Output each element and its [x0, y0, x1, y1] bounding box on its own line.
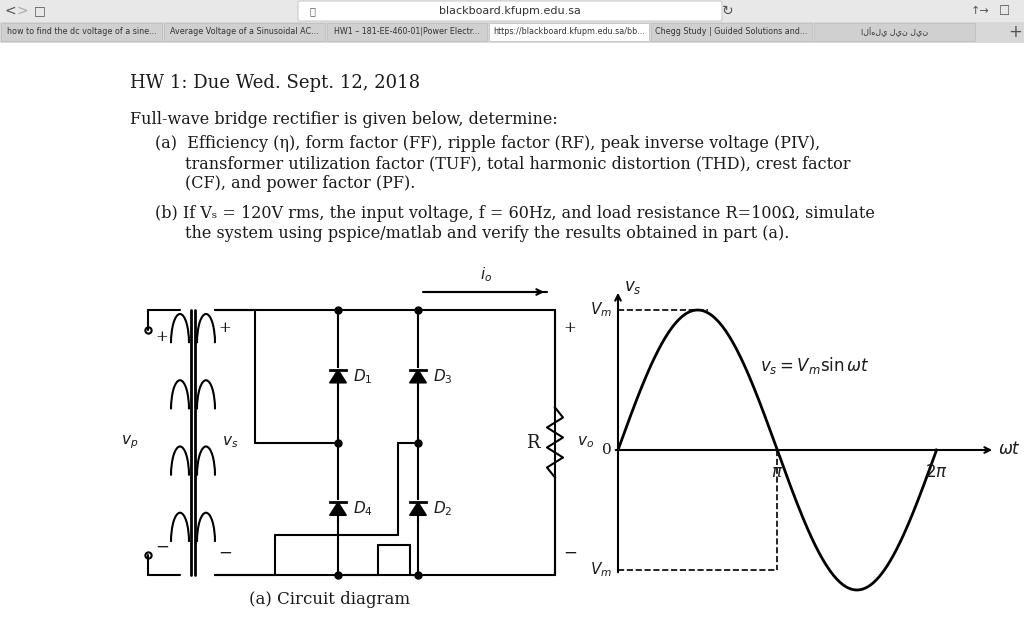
Text: transformer utilization factor (TUF), total harmonic distortion (THD), crest fac: transformer utilization factor (TUF), to… — [185, 156, 851, 173]
Text: (CF), and power factor (PF).: (CF), and power factor (PF). — [185, 175, 416, 193]
Text: Chegg Study | Guided Solutions and...: Chegg Study | Guided Solutions and... — [655, 28, 808, 36]
Polygon shape — [330, 370, 346, 383]
Text: how to find the dc voltage of a sine...: how to find the dc voltage of a sine... — [7, 28, 157, 36]
Text: https://blackboard.kfupm.edu.sa/bb...: https://blackboard.kfupm.edu.sa/bb... — [494, 28, 645, 36]
FancyBboxPatch shape — [0, 42, 1024, 640]
Text: −: − — [218, 545, 231, 561]
Text: the system using pspice/matlab and verify the results obtained in part (a).: the system using pspice/matlab and verif… — [185, 225, 790, 243]
FancyBboxPatch shape — [0, 22, 1024, 42]
Text: HW 1: Due Wed. Sept. 12, 2018: HW 1: Due Wed. Sept. 12, 2018 — [130, 74, 420, 92]
Text: ☐: ☐ — [999, 4, 1011, 17]
Text: 0: 0 — [602, 443, 612, 457]
Text: $v_s$: $v_s$ — [222, 435, 239, 451]
FancyBboxPatch shape — [164, 23, 325, 41]
Text: $D_2$: $D_2$ — [433, 499, 453, 518]
FancyBboxPatch shape — [298, 1, 722, 21]
FancyBboxPatch shape — [651, 23, 812, 41]
Polygon shape — [410, 502, 426, 515]
Text: $\pi$: $\pi$ — [771, 464, 783, 481]
Text: >: > — [16, 4, 28, 18]
Text: $D_1$: $D_1$ — [353, 367, 373, 385]
Text: $i_o$: $i_o$ — [480, 266, 493, 284]
Text: +: + — [155, 330, 168, 344]
Text: $D_3$: $D_3$ — [433, 367, 453, 385]
Text: HW1 – 181-EE-460-01|Power Electr...: HW1 – 181-EE-460-01|Power Electr... — [334, 28, 480, 36]
Text: $V_m$: $V_m$ — [590, 561, 612, 579]
FancyBboxPatch shape — [327, 23, 487, 41]
Polygon shape — [410, 370, 426, 383]
Text: blackboard.kfupm.edu.sa: blackboard.kfupm.edu.sa — [439, 6, 581, 16]
Text: −: − — [155, 538, 169, 556]
Text: ↑→: ↑→ — [971, 6, 989, 16]
Text: (a)  Efficiency (η), form factor (FF), ripple factor (RF), peak inverse voltage : (a) Efficiency (η), form factor (FF), ri… — [155, 136, 820, 152]
Text: $v_s$: $v_s$ — [624, 280, 642, 296]
Text: +: + — [563, 321, 575, 335]
Text: $V_m$: $V_m$ — [590, 301, 612, 319]
Text: (a) Circuit diagram: (a) Circuit diagram — [250, 591, 411, 609]
Text: 🔒: 🔒 — [309, 6, 315, 16]
Text: +: + — [1008, 23, 1022, 41]
Text: (b) If Vₛ = 120V rms, the input voltage, f = 60Hz, and load resistance R=100Ω, s: (b) If Vₛ = 120V rms, the input voltage,… — [155, 205, 874, 223]
FancyBboxPatch shape — [489, 23, 649, 41]
Text: <: < — [4, 4, 15, 18]
FancyBboxPatch shape — [814, 23, 975, 41]
Text: Full-wave bridge rectifier is given below, determine:: Full-wave bridge rectifier is given belo… — [130, 111, 558, 129]
FancyBboxPatch shape — [0, 0, 1024, 22]
Text: Average Voltage of a Sinusoidal AC...: Average Voltage of a Sinusoidal AC... — [170, 28, 318, 36]
Polygon shape — [330, 502, 346, 515]
Text: $v_p$: $v_p$ — [122, 434, 138, 451]
Text: $2\pi$: $2\pi$ — [925, 464, 948, 481]
FancyBboxPatch shape — [1, 23, 162, 41]
Text: □: □ — [34, 4, 46, 17]
Text: $\omega t$: $\omega t$ — [998, 442, 1021, 458]
Text: +: + — [218, 321, 230, 335]
Text: الأهلي لين لين: الأهلي لين لين — [861, 27, 928, 37]
Text: ↻: ↻ — [722, 4, 734, 18]
Text: R: R — [526, 433, 540, 451]
Text: −: − — [563, 545, 577, 561]
Text: $v_s = V_m \sin\omega t$: $v_s = V_m \sin\omega t$ — [760, 355, 869, 376]
Text: $v_o$: $v_o$ — [577, 435, 594, 451]
Text: $D_4$: $D_4$ — [353, 499, 373, 518]
